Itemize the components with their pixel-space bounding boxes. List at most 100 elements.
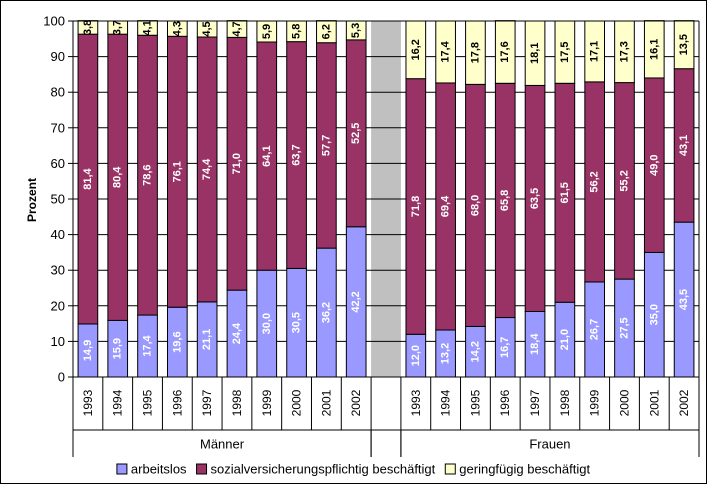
y-tick-label: 10 bbox=[51, 334, 65, 349]
x-tick-label: 1999 bbox=[260, 389, 274, 416]
data-label: 16,7 bbox=[499, 337, 511, 358]
data-label: 18,4 bbox=[529, 333, 541, 355]
data-label: 4,7 bbox=[231, 21, 243, 36]
data-label: 55,2 bbox=[618, 170, 630, 191]
data-label: 61,5 bbox=[559, 182, 571, 203]
data-label: 63,5 bbox=[529, 188, 541, 209]
data-label: 74,4 bbox=[201, 158, 213, 180]
data-label: 27,5 bbox=[618, 317, 630, 338]
data-label: 12,0 bbox=[410, 345, 422, 366]
data-label: 16,1 bbox=[648, 39, 660, 60]
data-label: 68,0 bbox=[469, 195, 481, 216]
data-label: 24,4 bbox=[231, 322, 243, 344]
x-tick-label: 1996 bbox=[170, 389, 184, 416]
data-label: 17,3 bbox=[618, 41, 630, 62]
x-tick-label: 2001 bbox=[319, 389, 333, 416]
y-tick-label: 100 bbox=[43, 14, 65, 29]
data-label: 76,1 bbox=[171, 161, 183, 182]
data-label: 17,6 bbox=[499, 41, 511, 62]
data-label: 19,6 bbox=[171, 331, 183, 352]
y-tick-label: 90 bbox=[51, 49, 65, 64]
x-tick-label: 1998 bbox=[558, 389, 572, 416]
data-label: 30,5 bbox=[291, 312, 303, 333]
data-label: 63,7 bbox=[291, 144, 303, 165]
data-label: 43,1 bbox=[678, 135, 690, 156]
data-label: 14,9 bbox=[82, 340, 94, 361]
y-tick-label: 70 bbox=[51, 120, 65, 135]
data-label: 64,1 bbox=[261, 145, 273, 166]
legend-label: geringfügig beschäftigt bbox=[459, 462, 590, 477]
data-label: 21,0 bbox=[559, 329, 571, 350]
data-labels: 14,9 81,4 3,8 15,9 80,4 3,7 17,4 78,6 4,1 19,6 76,… bbox=[82, 20, 690, 367]
data-label: 6,2 bbox=[320, 24, 332, 39]
x-tick-label: 1994 bbox=[111, 389, 125, 416]
data-label: 17,8 bbox=[469, 42, 481, 63]
data-label: 4,5 bbox=[201, 21, 213, 36]
data-label: 13,5 bbox=[678, 34, 690, 55]
legend-label: sozialversicherungspflichtig beschäftigt bbox=[211, 462, 436, 477]
data-label: 30,0 bbox=[261, 313, 273, 334]
y-tick-label: 50 bbox=[51, 192, 65, 207]
data-label: 26,7 bbox=[589, 319, 601, 340]
x-tick-label: 2002 bbox=[677, 389, 691, 416]
group-label: Frauen bbox=[529, 437, 570, 452]
data-label: 43,5 bbox=[678, 289, 690, 310]
data-label: 17,1 bbox=[589, 41, 601, 62]
data-label: 15,9 bbox=[112, 338, 124, 359]
x-tick-label: 2001 bbox=[647, 389, 661, 416]
y-tick-label: 20 bbox=[51, 298, 65, 313]
data-label: 3,7 bbox=[112, 20, 124, 35]
data-label: 57,7 bbox=[320, 135, 332, 156]
legend: arbeitslos sozialversicherungspflichtig b… bbox=[116, 462, 590, 477]
data-label: 71,0 bbox=[231, 153, 243, 174]
x-tick-label: 2000 bbox=[617, 389, 631, 416]
data-label: 17,5 bbox=[559, 41, 571, 62]
data-label: 65,8 bbox=[499, 190, 511, 211]
data-label: 5,3 bbox=[350, 23, 362, 38]
data-label: 69,4 bbox=[440, 195, 452, 217]
x-tick-label: 1993 bbox=[81, 389, 95, 416]
data-label: 5,8 bbox=[291, 24, 303, 39]
legend-swatch bbox=[116, 463, 128, 475]
x-tick-label: 1993 bbox=[409, 389, 423, 416]
x-tick-label: 1998 bbox=[230, 389, 244, 416]
y-axis-label: Prozent bbox=[25, 178, 39, 222]
data-label: 5,9 bbox=[261, 24, 273, 39]
group-label: Männer bbox=[200, 437, 245, 452]
data-label: 4,3 bbox=[171, 21, 183, 36]
data-label: 71,8 bbox=[410, 196, 422, 217]
y-tick-label: 80 bbox=[51, 85, 65, 100]
legend-swatch bbox=[444, 463, 456, 475]
x-tick-label: 1994 bbox=[439, 389, 453, 416]
data-label: 49,0 bbox=[648, 154, 660, 175]
data-label: 3,8 bbox=[82, 20, 94, 35]
data-label: 52,5 bbox=[350, 123, 362, 144]
data-label: 56,2 bbox=[589, 171, 601, 192]
x-tick-label: 1997 bbox=[528, 389, 542, 416]
x-tick-label: 2000 bbox=[290, 389, 304, 416]
legend-swatch bbox=[196, 463, 208, 475]
legend-label: arbeitslos bbox=[131, 462, 187, 477]
data-label: 17,4 bbox=[142, 334, 154, 356]
data-label: 21,1 bbox=[201, 329, 213, 350]
data-label: 81,4 bbox=[82, 167, 94, 189]
data-label: 36,2 bbox=[320, 302, 332, 323]
data-label: 14,2 bbox=[469, 341, 481, 362]
axes: 0 10 20 30 40 50 60 70 80 90 100 1993 1994 1995 1996 19… bbox=[43, 14, 700, 457]
x-tick-label: 1995 bbox=[141, 389, 155, 416]
x-tick-label: 2002 bbox=[349, 389, 363, 416]
y-tick-label: 40 bbox=[51, 227, 65, 242]
data-label: 80,4 bbox=[112, 166, 124, 188]
x-tick-label: 1997 bbox=[200, 389, 214, 416]
data-label: 16,2 bbox=[410, 39, 422, 60]
data-label: 13,2 bbox=[440, 343, 452, 364]
data-label: 4,1 bbox=[142, 20, 154, 35]
data-label: 18,1 bbox=[529, 43, 541, 64]
x-tick-label: 1995 bbox=[468, 389, 482, 416]
x-tick-label: 1999 bbox=[588, 389, 602, 416]
y-tick-label: 60 bbox=[51, 156, 65, 171]
data-label: 17,4 bbox=[440, 40, 452, 62]
plot-area bbox=[73, 20, 699, 378]
x-tick-label: 1996 bbox=[498, 389, 512, 416]
